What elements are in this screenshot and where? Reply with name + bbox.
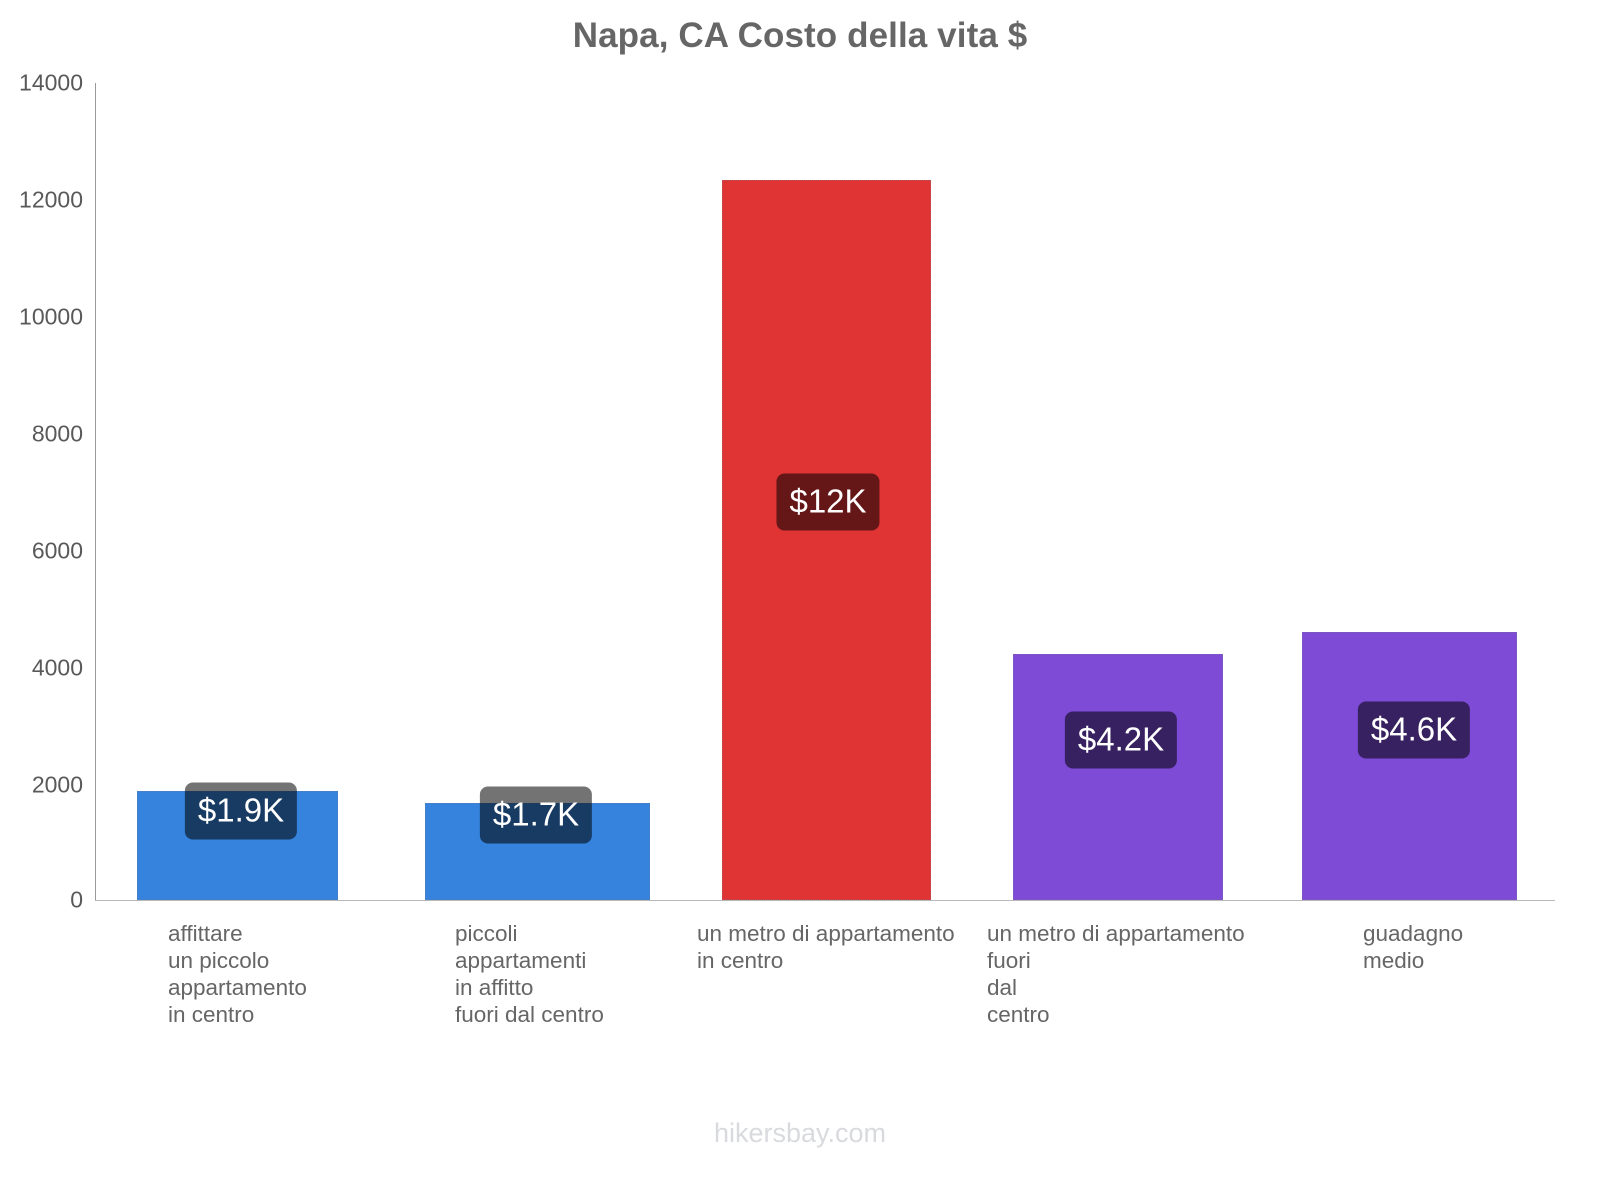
bar-outline <box>722 180 931 900</box>
bar-value-label: $1.7K <box>479 786 593 844</box>
x-label-piccoli-appartamenti: piccoli appartamenti in affitto fuori da… <box>455 921 604 1027</box>
x-axis-line <box>95 900 1555 901</box>
bar-outline <box>1302 631 1517 900</box>
x-label-metro-centro: un metro di appartamento in centro <box>697 921 955 973</box>
y-tick-label: 8000 <box>31 420 83 447</box>
y-tick-label: 4000 <box>31 654 83 681</box>
bar-outline <box>1013 653 1223 900</box>
bar-value-label: $4.2K <box>1064 711 1178 769</box>
y-tick-label: 0 <box>70 886 83 913</box>
y-tick-label: 14000 <box>19 69 83 96</box>
x-label-metro-fuori-centro: un metro di appartamento fuori dal centr… <box>987 921 1245 1027</box>
x-label-guadagno-medio: guadagno medio <box>1363 921 1464 973</box>
bar-un-metro-di-appartamento-in-centro[interactable] <box>722 180 931 900</box>
bar-un-metro-di-appartamento-fuori-dal-centro[interactable] <box>1013 653 1223 900</box>
y-tick-label: 2000 <box>31 771 83 798</box>
plot-area <box>95 83 1555 900</box>
x-label-affittare: affittare un piccolo appartamento in cen… <box>168 921 307 1027</box>
chart-title: Napa, CA Costo della vita $ <box>572 16 1028 55</box>
y-tick-label: 6000 <box>31 537 83 564</box>
bar-value-label: $4.6K <box>1357 701 1471 759</box>
bar-guadagno-medio[interactable] <box>1302 631 1517 900</box>
bar-value-label: $12K <box>776 473 880 531</box>
y-axis-line <box>95 83 96 900</box>
y-tick-label: 12000 <box>19 186 83 213</box>
y-tick-label: 10000 <box>19 303 83 330</box>
watermark-footer: hikersbay.com <box>713 1118 887 1148</box>
bar-value-label: $1.9K <box>184 782 298 840</box>
